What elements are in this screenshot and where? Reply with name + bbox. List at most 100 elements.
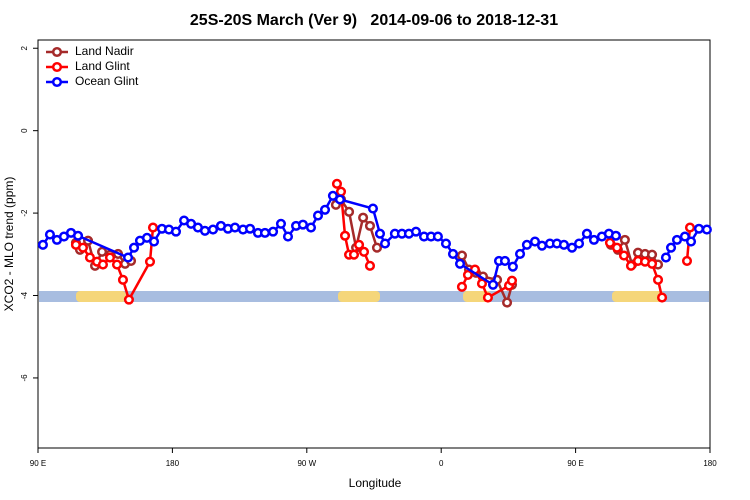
legend-item: Land Nadir	[46, 44, 134, 58]
point	[358, 246, 370, 257]
point	[111, 259, 123, 270]
legend-label: Land Nadir	[75, 44, 134, 58]
point	[619, 234, 630, 245]
x-axis-label: Longitude	[349, 476, 402, 490]
point	[499, 255, 511, 266]
y-tick-label: 0	[20, 128, 29, 133]
point	[335, 186, 347, 197]
point	[147, 222, 159, 233]
point	[77, 242, 88, 253]
x-tick-label: 90 E	[567, 459, 583, 468]
point	[297, 219, 308, 230]
point	[410, 226, 422, 237]
point	[144, 256, 156, 267]
point	[245, 223, 256, 234]
point	[618, 250, 630, 261]
land-ocean-strip	[39, 291, 709, 302]
land-strip	[76, 291, 126, 302]
land-strip	[338, 291, 380, 302]
point	[348, 249, 360, 260]
point	[456, 250, 468, 261]
point	[487, 279, 499, 290]
x-tick-label: 180	[703, 459, 717, 468]
point	[610, 230, 621, 241]
point	[148, 236, 160, 247]
point	[506, 275, 518, 286]
point	[128, 242, 140, 253]
point	[268, 226, 279, 237]
y-tick-label: 2	[20, 45, 29, 50]
point	[647, 258, 658, 269]
point	[529, 236, 541, 247]
point	[371, 242, 383, 253]
point	[588, 234, 600, 245]
point	[476, 278, 488, 289]
point	[679, 231, 690, 242]
point	[72, 230, 84, 241]
point	[681, 255, 693, 266]
point	[454, 258, 466, 269]
point	[657, 292, 668, 303]
point	[374, 228, 386, 239]
y-tick-label: -2	[20, 209, 29, 217]
point	[684, 222, 696, 233]
point	[97, 259, 109, 270]
point	[259, 227, 271, 238]
point	[229, 222, 241, 233]
point	[331, 178, 343, 189]
point	[604, 237, 615, 248]
point	[573, 238, 585, 249]
point	[170, 226, 182, 237]
legend-marker	[51, 61, 63, 73]
point	[611, 242, 623, 253]
point	[334, 194, 346, 205]
point	[282, 231, 294, 242]
point	[660, 252, 671, 263]
point	[84, 252, 96, 263]
point	[685, 236, 697, 247]
point	[647, 249, 658, 260]
point	[581, 228, 592, 239]
x-tick-label: 180	[166, 459, 180, 468]
x-tick-label: 90 E	[30, 459, 46, 468]
point	[447, 248, 459, 259]
x-tick-label: 0	[439, 459, 444, 468]
point	[104, 252, 116, 263]
point	[521, 239, 532, 250]
point	[566, 242, 578, 253]
point	[123, 294, 134, 305]
point	[507, 261, 518, 272]
point	[364, 260, 376, 271]
point	[440, 238, 452, 249]
point	[462, 269, 473, 280]
point	[312, 210, 324, 221]
point	[514, 248, 526, 259]
point	[671, 234, 683, 245]
legend-item: Land Glint	[46, 59, 130, 73]
legend-label: Ocean Glint	[75, 74, 139, 88]
point	[354, 239, 365, 250]
y-tick-label: -4	[20, 291, 29, 299]
y-axis-label: XCO2 - MLO trend (ppm)	[2, 177, 16, 312]
point	[367, 203, 379, 214]
point	[625, 260, 637, 271]
point	[319, 204, 331, 215]
point	[652, 274, 664, 285]
point	[199, 225, 211, 236]
point	[364, 220, 376, 231]
y-tick-label: -6	[20, 374, 29, 382]
point	[693, 223, 704, 234]
point	[97, 246, 108, 257]
point	[665, 242, 677, 253]
legend-label: Land Glint	[75, 59, 130, 73]
point	[275, 218, 287, 229]
point	[502, 297, 513, 308]
point	[122, 252, 134, 263]
point	[37, 239, 48, 250]
point	[482, 292, 493, 303]
land-strip	[612, 291, 664, 302]
point	[358, 212, 369, 223]
point	[432, 231, 443, 242]
chart-title: 25S-20S March (Ver 9) 2014-09-06 to 2018…	[190, 12, 558, 29]
